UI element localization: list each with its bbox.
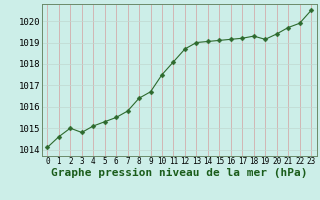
X-axis label: Graphe pression niveau de la mer (hPa): Graphe pression niveau de la mer (hPa) [51,168,308,178]
